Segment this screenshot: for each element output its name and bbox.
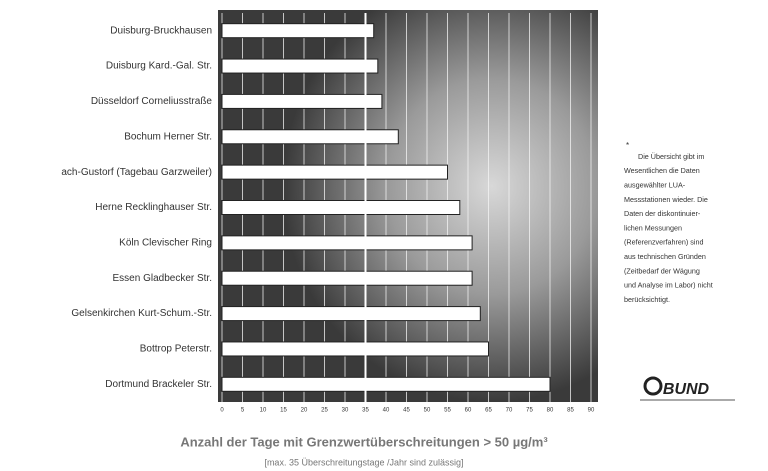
y-tick-label: Duisburg Kard.-Gal. Str. [106, 61, 212, 72]
x-tick-label: 65 [485, 408, 492, 414]
bar [222, 94, 382, 108]
bar [222, 307, 480, 321]
annotation-line: Daten der diskontinuier- [624, 209, 701, 218]
bar [222, 201, 460, 215]
chart: Anzahl der Tage mit Grenzwertüberschreit… [0, 0, 768, 471]
x-tick-label: 60 [465, 408, 472, 414]
logo: BUND [663, 381, 710, 398]
x-tick-label: 40 [383, 408, 390, 414]
annotation-line: (Zeitbedarf der Wägung [624, 266, 700, 275]
x-tick-label: 70 [506, 408, 513, 414]
x-tick-label: 35 [362, 408, 369, 414]
bar [222, 271, 472, 285]
y-tick-label: ach-Gustorf (Tagebau Garzweiler) [61, 167, 212, 178]
annotation-line: Die Übersicht gibt im [638, 152, 704, 161]
y-tick-label: Köln Clevischer Ring [119, 238, 212, 249]
bar [222, 236, 472, 250]
annotation-line: Messstationen wieder. Die [624, 195, 708, 204]
logo-icon [645, 378, 661, 394]
annotation-marker: * [626, 141, 629, 150]
y-tick-label: Duisburg-Bruckhausen [110, 25, 212, 36]
y-tick-label: Gelsenkirchen Kurt-Schum.-Str. [71, 308, 212, 319]
bar [222, 165, 448, 179]
x-tick-label: 20 [301, 408, 308, 414]
y-tick-label: Herne Recklinghauser Str. [95, 202, 212, 213]
subtitle: [max. 35 Überschreitungstage /Jahr sind … [264, 457, 463, 467]
x-tick-label: 15 [280, 408, 287, 414]
x-tick-label: 25 [321, 408, 328, 414]
annotation-line: berücksichtigt. [624, 295, 670, 304]
x-tick-label: 50 [424, 408, 431, 414]
bar [222, 59, 378, 73]
x-tick-label: 75 [526, 408, 533, 414]
y-tick-label: Bottrop Peterstr. [140, 344, 212, 355]
x-tick-label: 80 [547, 408, 554, 414]
x-tick-label: 55 [444, 408, 451, 414]
y-tick-label: Essen Gladbecker Str. [113, 273, 213, 284]
y-tick-label: Bochum Herner Str. [124, 131, 212, 142]
annotation-line: Wesentlichen die Daten [624, 166, 700, 175]
annotation-line: lichen Messungen [624, 223, 682, 232]
y-tick-label: Dortmund Brackeler Str. [105, 379, 212, 390]
x-tick-label: 90 [588, 408, 595, 414]
x-tick-label: 45 [403, 408, 410, 414]
bar [222, 24, 374, 38]
annotation-line: und Analyse im Labor) nicht [624, 281, 713, 290]
x-axis-label: Anzahl der Tage mit Grenzwertüberschreit… [180, 434, 548, 449]
bar [222, 377, 550, 391]
x-tick-label: 5 [241, 408, 245, 414]
bar [222, 130, 398, 144]
bar [222, 342, 489, 356]
x-tick-label: 0 [220, 408, 224, 414]
y-tick-label: Düsseldorf Corneliusstraße [91, 96, 213, 107]
x-tick-label: 30 [342, 408, 349, 414]
x-tick-label: 10 [260, 408, 267, 414]
annotation-line: (Referenzverfahren) sind [624, 238, 704, 247]
annotation-line: aus technischen Gründen [624, 252, 706, 261]
annotation-line: ausgewählter LUA- [624, 181, 686, 190]
x-tick-label: 85 [567, 408, 574, 414]
